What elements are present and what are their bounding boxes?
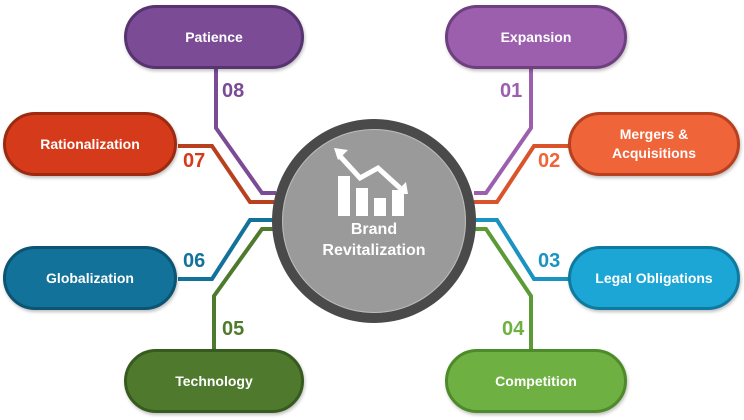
connector-05 <box>212 227 276 350</box>
item-legal-obligations: Legal Obligations <box>568 246 740 310</box>
item-expansion-label: Expansion <box>500 28 572 45</box>
item-globalization: Globalization <box>3 246 177 310</box>
item-patience-label: Patience <box>185 28 243 45</box>
connector-01 <box>474 68 533 195</box>
item-expansion: Expansion <box>445 5 627 69</box>
number-03: 03 <box>538 250 561 272</box>
hub-title: Brand Revitalization <box>322 221 426 259</box>
connector-08 <box>214 68 276 195</box>
item-patience: Patience <box>124 5 304 69</box>
item-competition: Competition <box>445 349 627 413</box>
connector-03 <box>474 218 571 281</box>
item-mergers-acquisitions-label: Mergers & Acquisitions <box>611 126 696 161</box>
hub-circle <box>282 129 466 313</box>
connector-06 <box>178 218 274 281</box>
item-competition-label: Competition <box>495 372 577 389</box>
number-01: 01 <box>500 80 523 102</box>
declining-chart-icon <box>334 148 408 216</box>
number-04: 04 <box>502 318 525 340</box>
number-06: 06 <box>183 250 206 272</box>
number-08: 08 <box>222 80 245 102</box>
item-rationalization-label: Rationalization <box>40 135 140 152</box>
connector-07 <box>178 144 274 204</box>
item-rationalization: Rationalization <box>3 112 177 176</box>
item-legal-obligations-label: Legal Obligations <box>595 269 713 286</box>
number-05: 05 <box>222 318 245 340</box>
item-mergers-acquisitions: Mergers & Acquisitions <box>568 112 740 176</box>
item-globalization-label: Globalization <box>46 269 134 286</box>
number-02: 02 <box>538 150 561 172</box>
connector-02 <box>474 144 571 204</box>
item-technology-label: Technology <box>175 372 253 389</box>
connector-04 <box>474 227 533 350</box>
number-07: 07 <box>183 150 206 172</box>
item-technology: Technology <box>124 349 304 413</box>
